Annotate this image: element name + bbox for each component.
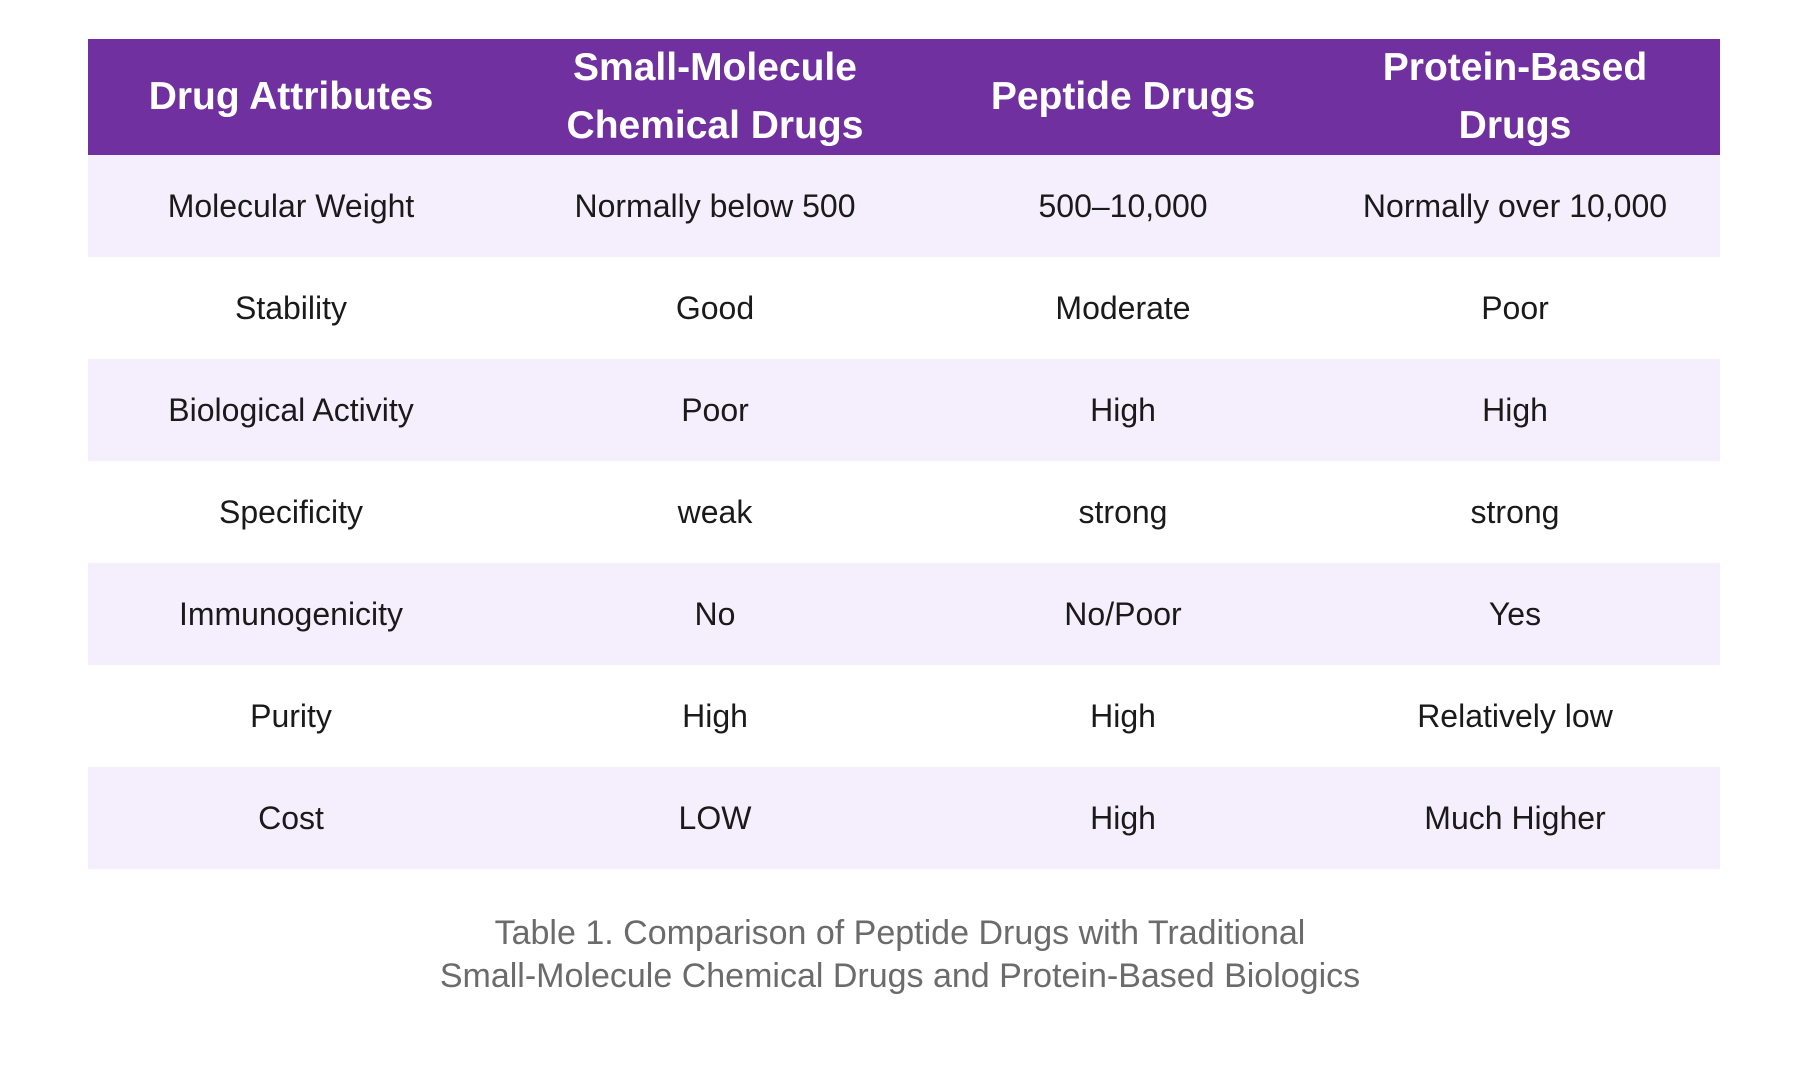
table-cell: 500–10,000 xyxy=(1038,187,1208,224)
table-row-biological-activity: Biological Activity Poor High High xyxy=(88,359,1720,461)
table-cell: Normally over 10,000 xyxy=(1362,187,1668,224)
table-cell: High xyxy=(1482,391,1548,428)
table-cell: Much Higher xyxy=(1424,799,1606,836)
table-row-cost: Cost LOW High Much Higher xyxy=(88,767,1720,869)
table-cell: Good xyxy=(675,289,755,326)
table-cell: Yes xyxy=(1488,595,1542,632)
table-row-stability: Stability Good Moderate Poor xyxy=(88,257,1720,359)
table-header: Drug Attributes Small-Molecule Chemical … xyxy=(88,39,1720,155)
table-body: Molecular Weight Normally below 500 500–… xyxy=(88,155,1720,869)
table-cell: High xyxy=(682,697,748,734)
table-row-molecular-weight: Molecular Weight Normally below 500 500–… xyxy=(88,155,1720,257)
table-row-purity: Purity High High Relatively low xyxy=(88,665,1720,767)
row-label: Specificity xyxy=(218,493,364,530)
row-label: Molecular Weight xyxy=(167,187,415,224)
row-label: Biological Activity xyxy=(168,391,414,428)
caption-line-2: Small-Molecule Chemical Drugs and Protei… xyxy=(439,957,1361,995)
table-cell: No xyxy=(694,595,736,632)
header-small-molecule: Small-Molecule Chemical Drugs xyxy=(494,39,936,155)
table-cell: High xyxy=(1090,697,1156,734)
row-label: Cost xyxy=(258,799,324,836)
table-cell: High xyxy=(1090,391,1156,428)
table-cell: Poor xyxy=(1481,289,1549,326)
header-peptide: Peptide Drugs xyxy=(936,39,1310,155)
comparison-table: Drug Attributes Small-Molecule Chemical … xyxy=(88,39,1720,869)
table-caption: Table 1. Comparison of Peptide Drugs wit… xyxy=(0,912,1800,998)
table-cell: Poor xyxy=(681,391,749,428)
table-cell: High xyxy=(1090,799,1156,836)
header-protein-based: Protein-Based Drugs xyxy=(1310,39,1720,155)
table-cell: LOW xyxy=(678,799,752,836)
table-cell: Moderate xyxy=(1055,289,1191,326)
row-label: Immunogenicity xyxy=(178,595,404,632)
table-cell: strong xyxy=(1470,493,1560,530)
row-label: Stability xyxy=(234,289,348,326)
table-row-specificity: Specificity weak strong strong xyxy=(88,461,1720,563)
table-row-immunogenicity: Immunogenicity No No/Poor Yes xyxy=(88,563,1720,665)
caption-line-1: Table 1. Comparison of Peptide Drugs wit… xyxy=(494,914,1306,952)
comparison-table-container: Drug Attributes Small-Molecule Chemical … xyxy=(88,39,1720,869)
header-row: Drug Attributes Small-Molecule Chemical … xyxy=(88,39,1720,155)
table-cell: weak xyxy=(677,493,753,530)
table-cell: Normally below 500 xyxy=(574,187,856,224)
table-cell: No/Poor xyxy=(1064,595,1182,632)
table-cell: Relatively low xyxy=(1417,697,1613,734)
row-label: Purity xyxy=(250,697,332,734)
table-cell: strong xyxy=(1078,493,1168,530)
header-drug-attributes: Drug Attributes xyxy=(88,39,494,155)
